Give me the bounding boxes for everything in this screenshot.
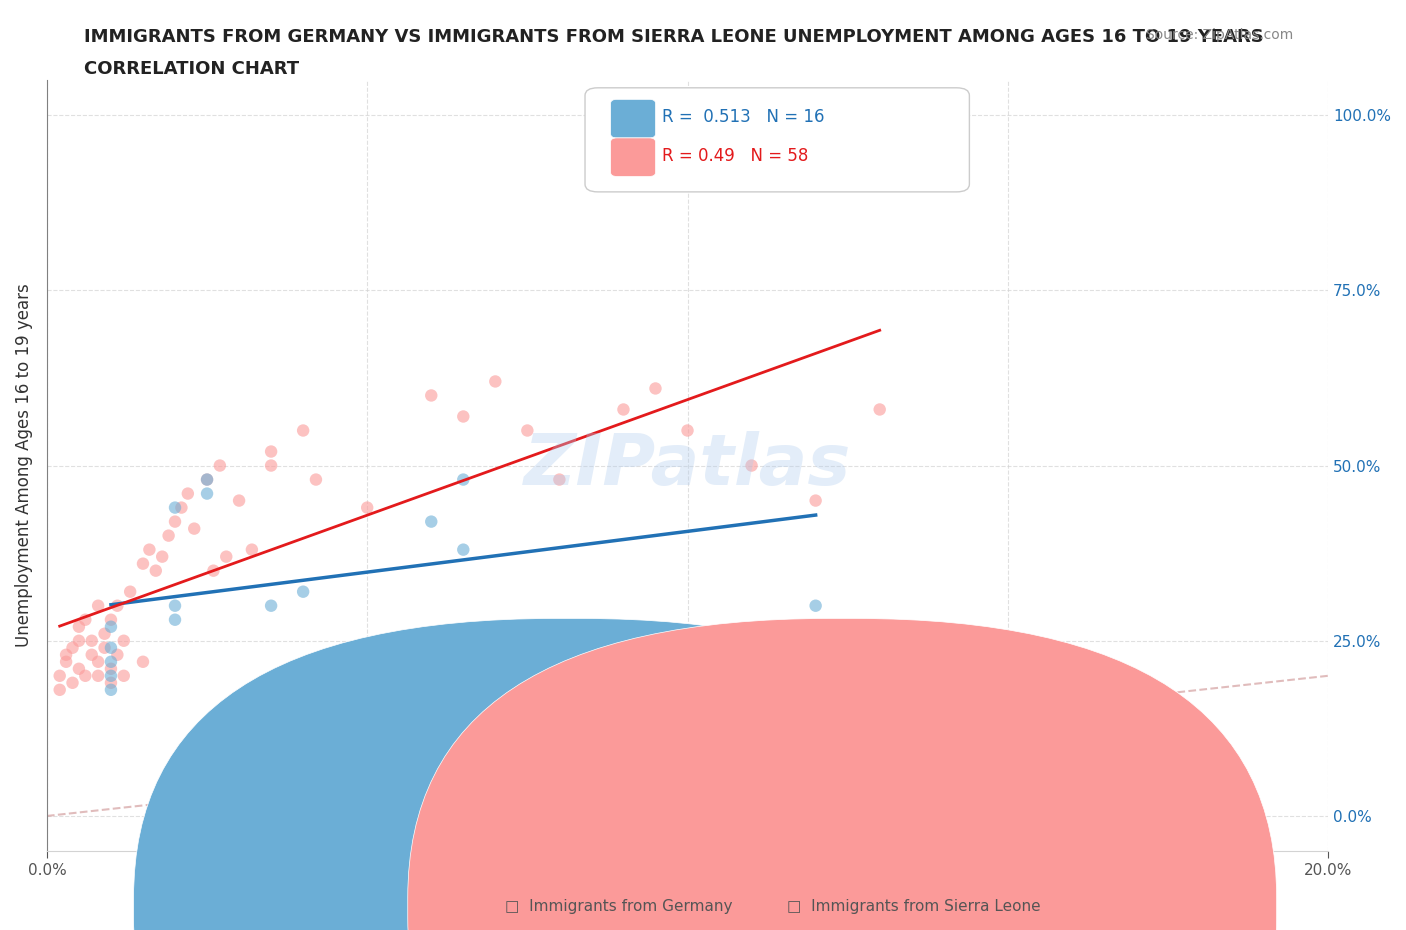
Point bbox=[67, 661, 90, 676]
Point bbox=[804, 493, 827, 508]
Point bbox=[48, 669, 70, 684]
FancyBboxPatch shape bbox=[585, 87, 969, 192]
Point bbox=[869, 402, 891, 417]
Point bbox=[75, 612, 97, 627]
Point bbox=[420, 514, 443, 529]
Point bbox=[112, 669, 135, 684]
Point bbox=[195, 472, 218, 487]
Point bbox=[100, 612, 122, 627]
Point bbox=[100, 669, 122, 684]
Text: □  Immigrants from Sierra Leone: □ Immigrants from Sierra Leone bbox=[787, 899, 1040, 914]
Point bbox=[516, 423, 538, 438]
Point bbox=[67, 633, 90, 648]
Point bbox=[100, 675, 122, 690]
Point bbox=[260, 458, 283, 473]
Point bbox=[453, 472, 475, 487]
Point bbox=[55, 655, 77, 670]
Point bbox=[48, 683, 70, 698]
Point bbox=[612, 402, 634, 417]
Text: □  Immigrants from Germany: □ Immigrants from Germany bbox=[505, 899, 733, 914]
Point bbox=[804, 598, 827, 613]
Text: ZIPatlas: ZIPatlas bbox=[524, 431, 851, 500]
Point bbox=[87, 655, 110, 670]
Point bbox=[105, 598, 128, 613]
Point bbox=[157, 528, 180, 543]
Point bbox=[644, 381, 666, 396]
Point bbox=[100, 641, 122, 656]
Point bbox=[132, 556, 155, 571]
Point bbox=[100, 619, 122, 634]
Point bbox=[100, 683, 122, 698]
Point bbox=[228, 493, 250, 508]
Point bbox=[75, 669, 97, 684]
Point bbox=[93, 641, 115, 656]
Point bbox=[260, 598, 283, 613]
Point bbox=[138, 542, 160, 557]
Y-axis label: Unemployment Among Ages 16 to 19 years: Unemployment Among Ages 16 to 19 years bbox=[15, 284, 32, 647]
Point bbox=[55, 647, 77, 662]
Point bbox=[67, 619, 90, 634]
Point bbox=[93, 626, 115, 641]
Point bbox=[112, 633, 135, 648]
Point bbox=[453, 542, 475, 557]
Point bbox=[120, 584, 142, 599]
Point bbox=[170, 500, 193, 515]
Point bbox=[195, 472, 218, 487]
Point bbox=[145, 564, 167, 578]
Point bbox=[87, 669, 110, 684]
Point bbox=[292, 423, 315, 438]
Point bbox=[240, 542, 263, 557]
Point bbox=[80, 633, 103, 648]
Point bbox=[202, 564, 225, 578]
Point bbox=[453, 409, 475, 424]
Point bbox=[80, 647, 103, 662]
Text: IMMIGRANTS FROM GERMANY VS IMMIGRANTS FROM SIERRA LEONE UNEMPLOYMENT AMONG AGES : IMMIGRANTS FROM GERMANY VS IMMIGRANTS FR… bbox=[84, 28, 1264, 46]
Point bbox=[484, 374, 506, 389]
Point bbox=[100, 661, 122, 676]
Point bbox=[676, 423, 699, 438]
Point bbox=[208, 458, 231, 473]
Text: R =  0.513   N = 16: R = 0.513 N = 16 bbox=[662, 108, 824, 126]
Point bbox=[548, 472, 571, 487]
Point bbox=[305, 472, 328, 487]
Point bbox=[100, 655, 122, 670]
FancyBboxPatch shape bbox=[610, 100, 655, 138]
Point bbox=[105, 647, 128, 662]
Point bbox=[292, 584, 315, 599]
Point bbox=[195, 486, 218, 501]
Point bbox=[420, 388, 443, 403]
Point bbox=[62, 641, 84, 656]
Text: Source: ZipAtlas.com: Source: ZipAtlas.com bbox=[1146, 28, 1294, 42]
FancyBboxPatch shape bbox=[610, 138, 655, 177]
Point bbox=[741, 458, 763, 473]
Point bbox=[260, 445, 283, 459]
Point bbox=[87, 598, 110, 613]
Point bbox=[150, 550, 173, 565]
Point bbox=[163, 612, 186, 627]
Text: CORRELATION CHART: CORRELATION CHART bbox=[84, 60, 299, 78]
Point bbox=[215, 550, 238, 565]
Point bbox=[132, 655, 155, 670]
Point bbox=[183, 521, 205, 536]
Point bbox=[62, 675, 84, 690]
Text: R = 0.49   N = 58: R = 0.49 N = 58 bbox=[662, 147, 808, 165]
Point bbox=[177, 486, 200, 501]
Point bbox=[356, 500, 378, 515]
Point bbox=[163, 500, 186, 515]
Point bbox=[163, 598, 186, 613]
Point bbox=[163, 514, 186, 529]
